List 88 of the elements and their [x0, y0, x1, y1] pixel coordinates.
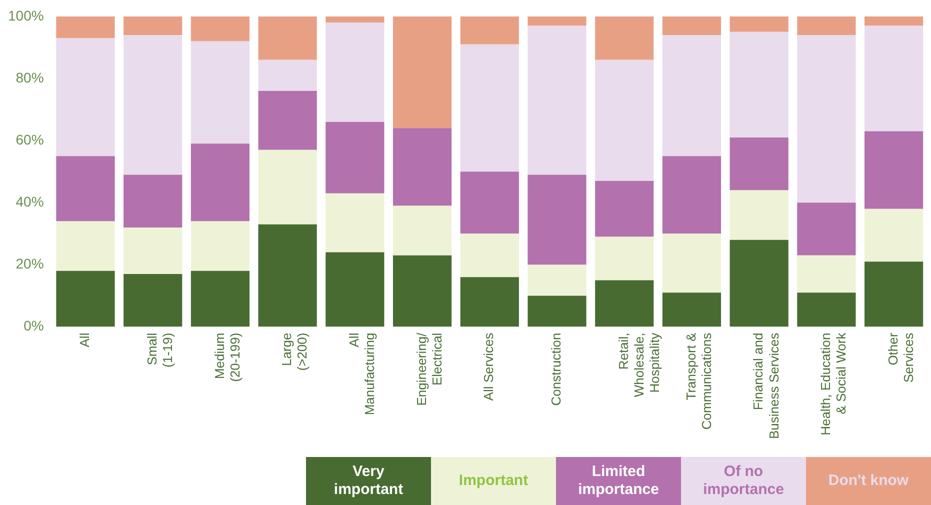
bar [124, 227, 182, 274]
bar [190, 221, 250, 271]
bar [190, 16, 250, 42]
bar [797, 255, 856, 293]
bar [190, 144, 250, 222]
bar [864, 131, 924, 209]
x-tick-label: Retail, Wholesale, Hospitality [616, 332, 662, 398]
bar [595, 60, 654, 181]
bar [56, 16, 115, 38]
bar [258, 60, 317, 91]
y-tick-label: 20% [16, 256, 44, 272]
x-tick-label: All [77, 332, 92, 348]
bar [258, 150, 317, 224]
bar [190, 41, 250, 144]
x-tick-label: Health, Education & Social Work [818, 332, 849, 436]
bar [460, 44, 519, 172]
x-tick-label: Transport & Communications [683, 332, 714, 430]
bar [730, 137, 788, 190]
x-tick-label: Engineering/ Electrical [414, 332, 444, 406]
bar [662, 16, 722, 36]
bar [258, 16, 317, 60]
bar [56, 221, 115, 271]
bar [326, 252, 384, 327]
y-tick-label: 80% [16, 69, 44, 86]
x-tick-label: Construction [548, 332, 564, 406]
bar [662, 156, 722, 234]
x-tick-label: Medium (20-199) [212, 332, 242, 382]
bar [326, 22, 384, 122]
bar [460, 234, 519, 278]
bar [124, 35, 182, 175]
bar [595, 236, 654, 280]
text: Very important [306, 457, 431, 505]
bar [258, 224, 317, 327]
bar [797, 202, 856, 256]
x-tick-label: All Services [481, 332, 496, 401]
y-tick-label: 0% [24, 318, 44, 334]
bar [864, 208, 924, 262]
bar [528, 16, 586, 26]
text: Of no importance [681, 457, 806, 505]
text: Don't know [806, 457, 931, 505]
bar [662, 35, 722, 156]
bar [124, 274, 182, 327]
bar [326, 193, 384, 252]
bar [326, 16, 384, 23]
text: Limited importance [556, 457, 681, 505]
x-tick-label: All Manufacturing [346, 332, 378, 416]
bar [460, 277, 519, 327]
bar [528, 174, 586, 265]
bar [528, 264, 586, 296]
y-tick-label: 60% [16, 131, 44, 148]
bar [864, 262, 924, 327]
bar [730, 16, 788, 32]
bar [460, 16, 519, 44]
bar [56, 156, 115, 222]
y-tick-label: 40% [16, 193, 44, 210]
bar [56, 270, 115, 327]
bar [864, 16, 924, 26]
bar [56, 38, 115, 156]
bar [190, 270, 250, 327]
bar [392, 206, 452, 256]
bar [528, 26, 586, 175]
text: Important [431, 457, 556, 505]
bar [797, 292, 856, 327]
x-tick-label: Financial and Business Services [750, 332, 782, 440]
bar [326, 122, 384, 194]
bar [124, 174, 182, 228]
bar [662, 234, 722, 293]
bar [258, 90, 317, 150]
bar [392, 16, 452, 128]
bar [460, 172, 519, 234]
bar [392, 128, 452, 206]
bar [595, 16, 654, 60]
bar [730, 190, 788, 240]
bar [730, 32, 788, 138]
y-tick-label: 100% [8, 7, 44, 24]
x-tick-label: Large (>200) [279, 332, 310, 371]
bar [595, 280, 654, 327]
bar [528, 296, 586, 327]
x-tick-label: Small (1-19) [144, 332, 176, 368]
bar [797, 16, 856, 36]
bar [595, 180, 654, 237]
bar [662, 292, 722, 327]
bar [864, 26, 924, 132]
bar [392, 255, 452, 327]
bar [124, 16, 182, 36]
bar [797, 35, 856, 203]
bar [730, 240, 788, 327]
x-tick-label: Other Services [885, 332, 916, 383]
